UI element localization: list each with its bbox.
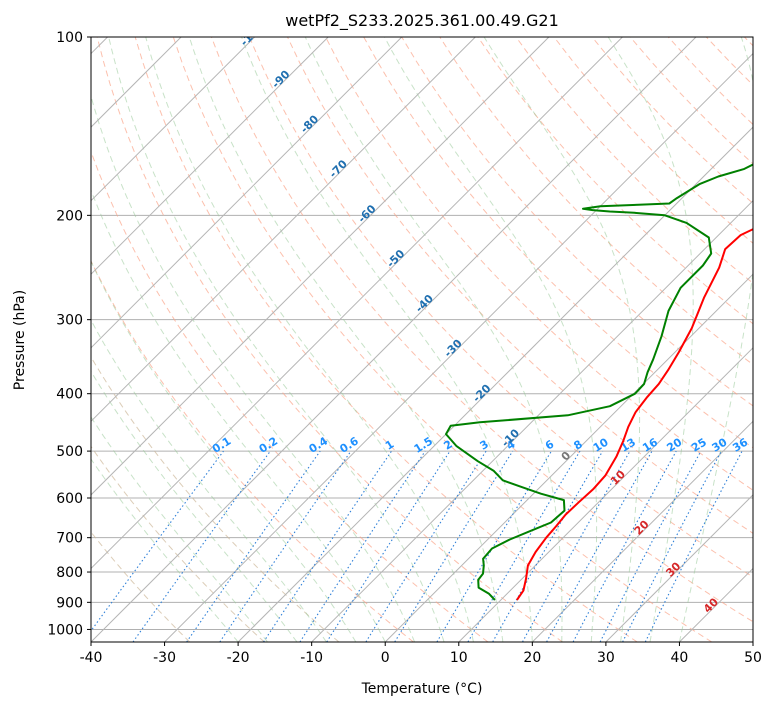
isotherm <box>311 199 753 642</box>
isotherm <box>91 37 329 275</box>
moist-adiabat <box>188 37 504 642</box>
x-tick-label: 0 <box>381 650 390 666</box>
x-tick-label: 40 <box>671 650 689 666</box>
isotherm <box>91 37 476 423</box>
isotherm <box>458 347 753 642</box>
moist-adiabat <box>483 37 641 642</box>
y-axis: 100 200 300 400 500 600 700 800 900 1000 <box>47 30 91 638</box>
isotherm <box>531 420 753 642</box>
mixing-ratio-lines <box>91 450 743 642</box>
x-axis: -40 -30 -20 -10 0 10 20 30 40 50 <box>80 642 762 666</box>
dry-adiabat <box>96 37 563 642</box>
isotherm <box>91 37 256 202</box>
y-tick-label: 700 <box>56 531 83 547</box>
isotherm <box>164 52 753 642</box>
dewpoint-series-line <box>445 163 753 601</box>
y-tick-label: 400 <box>56 387 83 403</box>
mixing-ratio-line <box>263 450 392 642</box>
y-tick-label: 800 <box>56 565 83 581</box>
plot-frame <box>90 36 754 643</box>
dry-adiabat <box>91 356 340 642</box>
x-axis-title: Temperature (°C) <box>361 681 483 697</box>
mixing-ratio-line <box>394 450 514 642</box>
x-tick-label: 10 <box>450 650 468 666</box>
mixing-ratio-line <box>644 450 743 642</box>
moist-adiabat <box>304 37 563 642</box>
mixing-ratio-line <box>522 450 631 642</box>
y-tick-label: 600 <box>56 491 83 507</box>
pressure-gridlines <box>91 37 753 630</box>
moist-adiabat <box>108 37 445 642</box>
isotherm <box>237 126 753 642</box>
mixing-ratio-line <box>186 450 321 642</box>
dry-adiabat <box>134 37 638 642</box>
moist-adiabat <box>145 37 474 642</box>
isotherm <box>91 37 403 349</box>
y-tick-label: 200 <box>56 208 83 224</box>
moist-adiabat <box>91 370 298 642</box>
chart-title: wetPf2_S233.2025.361.00.49.G21 <box>285 11 559 31</box>
moist-adiabat <box>91 260 357 642</box>
isotherm <box>91 37 550 496</box>
isotherm <box>91 37 697 642</box>
y-tick-label: 300 <box>56 313 83 329</box>
moist-adiabat <box>678 37 753 642</box>
plot-area: 0.10.20.40.611.52346810131620253036-100-… <box>91 20 753 642</box>
y-tick-label: 500 <box>56 444 83 460</box>
x-tick-label: -40 <box>80 650 103 666</box>
x-tick-label: -10 <box>300 650 323 666</box>
x-tick-label: -20 <box>227 650 250 666</box>
isotherm-label: -100 <box>238 20 267 49</box>
mixing-ratio-line <box>219 450 352 642</box>
mixing-ratio-line <box>299 450 426 642</box>
dry-adiabat <box>248 37 753 578</box>
temperature-series-line <box>516 228 753 601</box>
dry-adiabat <box>91 445 265 642</box>
y-tick-label: 900 <box>56 595 83 611</box>
profile-series <box>445 163 753 601</box>
isotherms <box>91 37 753 642</box>
y-tick-label: 1000 <box>47 622 83 638</box>
y-tick-label: 100 <box>56 30 83 46</box>
dry-adiabat <box>515 37 753 284</box>
dry-adiabat <box>287 37 753 534</box>
mixing-ratio-line <box>572 450 677 642</box>
isotherm <box>384 273 753 642</box>
moist-adiabat <box>607 37 694 642</box>
mixing-ratio-line <box>546 450 653 642</box>
x-tick-label: 50 <box>744 650 762 666</box>
moist-adiabat <box>91 416 268 642</box>
moist-adiabat <box>241 37 533 642</box>
y-axis-title: Pressure (hPa) <box>12 290 28 390</box>
isotherm <box>91 37 623 570</box>
mixing-ratio-line <box>326 450 451 642</box>
mixing-ratio-line <box>91 450 224 632</box>
dry-adiabat <box>325 37 753 491</box>
dry-adiabat <box>210 37 753 623</box>
dry-adiabat <box>172 37 713 642</box>
moist-adiabat <box>91 319 327 642</box>
dry-adiabat <box>91 259 414 642</box>
moist-adiabat <box>91 188 386 642</box>
isotherm <box>605 494 753 642</box>
mixing-ratio-line <box>132 450 271 642</box>
moist-adiabats <box>91 37 753 642</box>
moist-adiabat <box>91 458 239 642</box>
x-tick-label: 30 <box>597 650 615 666</box>
x-tick-label: -30 <box>153 650 176 666</box>
dry-adiabats <box>91 37 753 642</box>
x-tick-label: 20 <box>523 650 541 666</box>
